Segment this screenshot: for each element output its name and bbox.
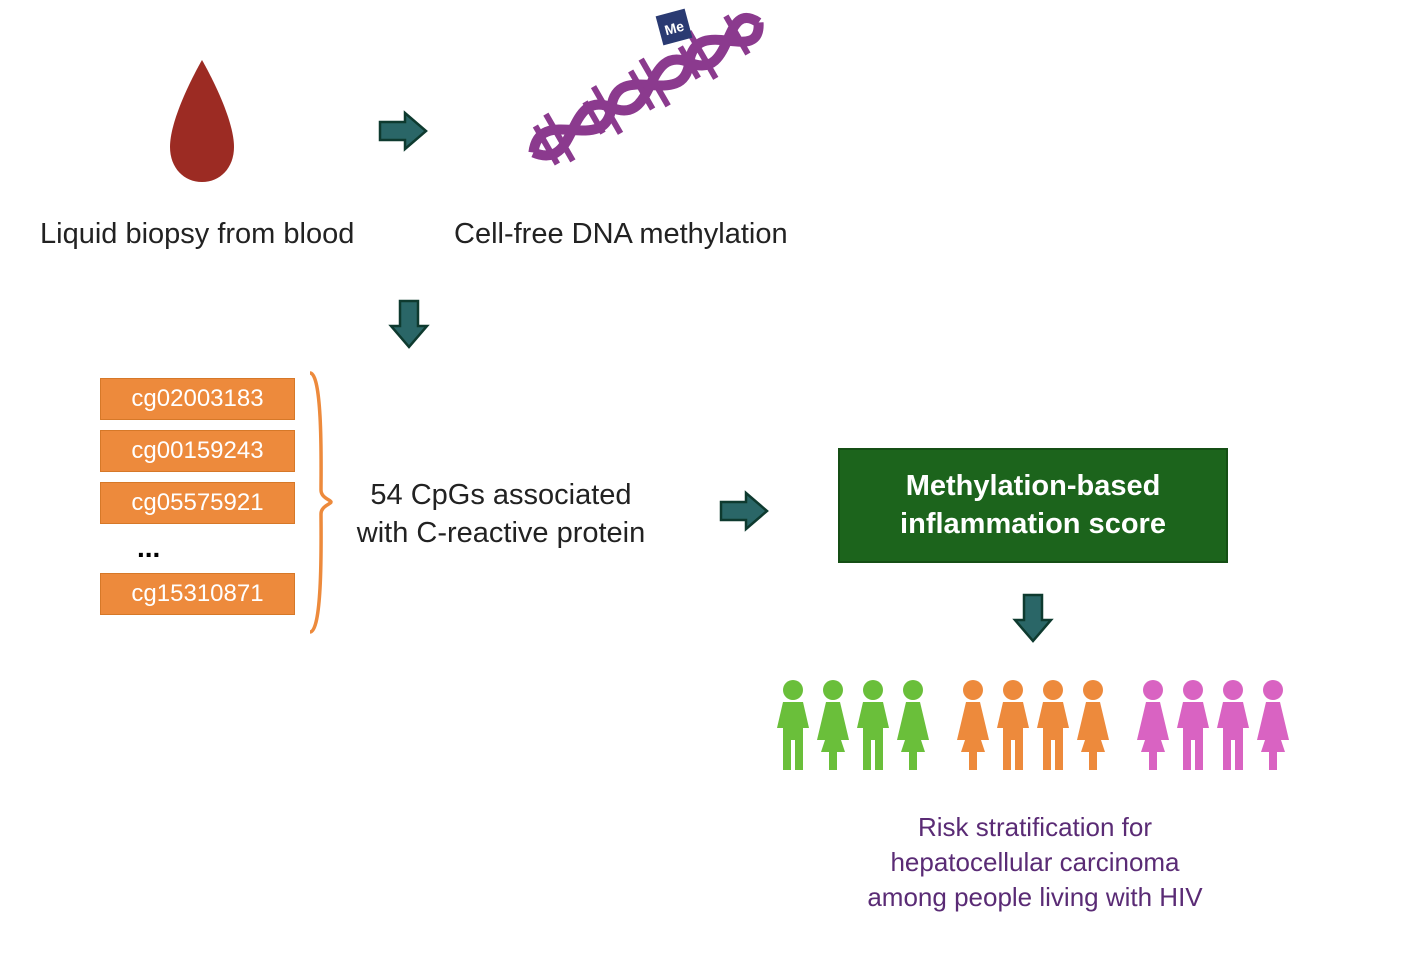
cpg-box: cg05575921 [100,482,295,524]
cpg-count-line2: with C-reactive protein [357,517,646,549]
methylation-score-box: Methylation-based inflammation score [838,448,1228,563]
cpg-box: cg02003183 [100,378,295,420]
score-line2: inflammation score [900,508,1166,540]
arrow-icon [718,490,770,537]
risk-line2: hepatocellular carcinoma [890,847,1179,877]
arrow-icon [377,110,429,157]
arrow-icon [1012,592,1054,649]
dna-helix-icon [488,0,778,175]
cpg-box: cg15310871 [100,573,295,615]
score-line1: Methylation-based [906,470,1161,502]
liquid-biopsy-label: Liquid biopsy from blood [40,218,354,251]
risk-stratification-label: Risk stratification for hepatocellular c… [835,810,1235,915]
arrow-icon [388,298,430,355]
me-tag-icon: Me [650,3,698,56]
cpg-box: cg00159243 [100,430,295,472]
blood-drop-icon [155,55,249,190]
cpg-count-line1: 54 CpGs associated [370,479,631,511]
cpg-count-label: 54 CpGs associated with C-reactive prote… [351,477,651,552]
cell-free-dna-label: Cell-free DNA methylation [454,218,788,251]
cpg-ellipsis: ... [137,532,160,564]
risk-line3: among people living with HIV [867,882,1202,912]
risk-line1: Risk stratification for [918,812,1152,842]
bracket-icon [307,370,333,640]
people-groups-icon [775,678,1291,783]
